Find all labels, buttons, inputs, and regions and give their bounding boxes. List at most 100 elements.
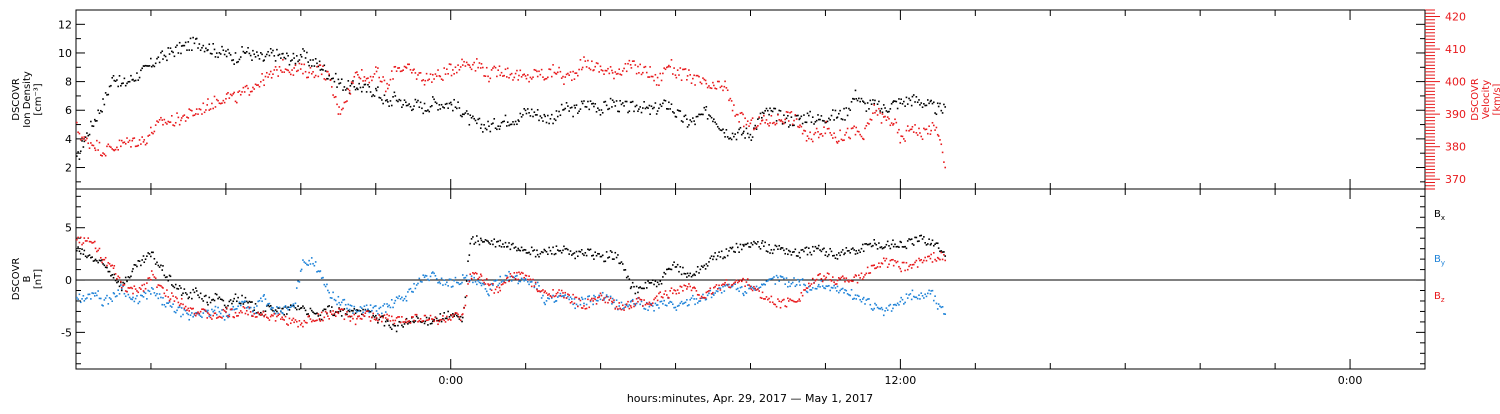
data-point — [878, 100, 880, 103]
data-point — [261, 313, 263, 316]
data-point — [492, 243, 494, 246]
data-point — [615, 299, 618, 301]
data-point — [744, 137, 746, 139]
data-point — [401, 106, 403, 109]
data-point — [136, 290, 138, 292]
data-point — [770, 114, 773, 117]
data-point — [742, 277, 744, 280]
data-point — [302, 72, 304, 75]
data-point — [865, 243, 868, 245]
data-point — [291, 319, 293, 321]
data-point — [512, 121, 514, 123]
data-point — [929, 133, 932, 135]
data-point — [598, 71, 600, 73]
data-point — [607, 108, 609, 111]
data-point — [591, 103, 593, 105]
data-point — [386, 303, 388, 305]
data-point — [102, 304, 104, 307]
data-point — [525, 252, 528, 254]
data-point — [493, 238, 496, 241]
data-point — [383, 79, 386, 82]
data-point — [289, 306, 292, 308]
data-point — [940, 250, 943, 252]
data-point — [820, 115, 823, 117]
data-point — [103, 299, 106, 301]
data-point — [856, 294, 859, 297]
data-point — [287, 306, 289, 308]
data-point — [750, 139, 753, 141]
data-point — [830, 250, 833, 253]
data-point — [662, 296, 664, 299]
data-point — [104, 297, 107, 299]
data-point — [781, 247, 784, 249]
data-point — [714, 252, 716, 254]
data-point — [539, 73, 542, 76]
data-point — [319, 69, 322, 71]
data-point — [692, 294, 694, 297]
data-point — [675, 292, 678, 295]
data-point — [605, 295, 608, 298]
data-point — [523, 107, 526, 110]
data-point — [510, 243, 513, 246]
data-point — [375, 305, 377, 307]
data-point — [901, 103, 904, 105]
data-point — [643, 287, 645, 290]
data-point — [142, 255, 145, 257]
data-point — [519, 69, 522, 72]
data-point — [617, 110, 619, 113]
data-point — [328, 291, 330, 294]
data-point — [433, 272, 435, 275]
data-point — [442, 79, 444, 81]
data-point — [790, 282, 793, 285]
data-point — [281, 316, 283, 319]
data-point — [454, 313, 457, 315]
data-point — [805, 287, 808, 289]
data-point — [937, 257, 940, 260]
data-point — [650, 302, 653, 305]
data-point — [817, 131, 819, 133]
data-point — [162, 265, 164, 267]
data-point — [518, 280, 520, 282]
data-point — [679, 110, 682, 112]
data-point — [577, 255, 579, 258]
data-point — [278, 313, 281, 316]
data-point — [787, 300, 790, 302]
data-point — [723, 132, 726, 134]
data-point — [229, 93, 232, 96]
data-point — [81, 243, 83, 246]
data-point — [875, 267, 878, 269]
data-point — [850, 280, 853, 282]
data-point — [698, 300, 700, 302]
data-point — [780, 119, 783, 121]
data-point — [332, 310, 334, 312]
data-point — [888, 117, 890, 120]
data-point — [338, 82, 340, 85]
data-point — [147, 65, 149, 67]
data-point — [862, 138, 865, 141]
data-point — [98, 297, 101, 300]
data-point — [569, 301, 572, 304]
data-point — [450, 103, 453, 106]
data-point — [593, 105, 595, 108]
data-point — [911, 263, 914, 266]
data-point — [643, 101, 645, 103]
data-point — [517, 282, 520, 285]
data-point — [362, 308, 364, 311]
data-point — [96, 139, 98, 142]
data-point — [660, 282, 663, 285]
data-point — [257, 300, 259, 303]
data-point — [319, 314, 322, 317]
data-point — [184, 292, 187, 294]
data-point — [742, 243, 744, 246]
data-point — [344, 303, 347, 306]
data-point — [464, 65, 467, 67]
data-point — [328, 305, 330, 307]
y-axis-title-line: [nT] — [33, 269, 44, 289]
data-point — [176, 112, 178, 114]
data-point — [754, 124, 757, 127]
data-point — [839, 278, 841, 280]
data-point — [593, 258, 595, 260]
data-point — [375, 89, 378, 92]
data-point — [640, 287, 643, 290]
data-point — [861, 298, 864, 300]
